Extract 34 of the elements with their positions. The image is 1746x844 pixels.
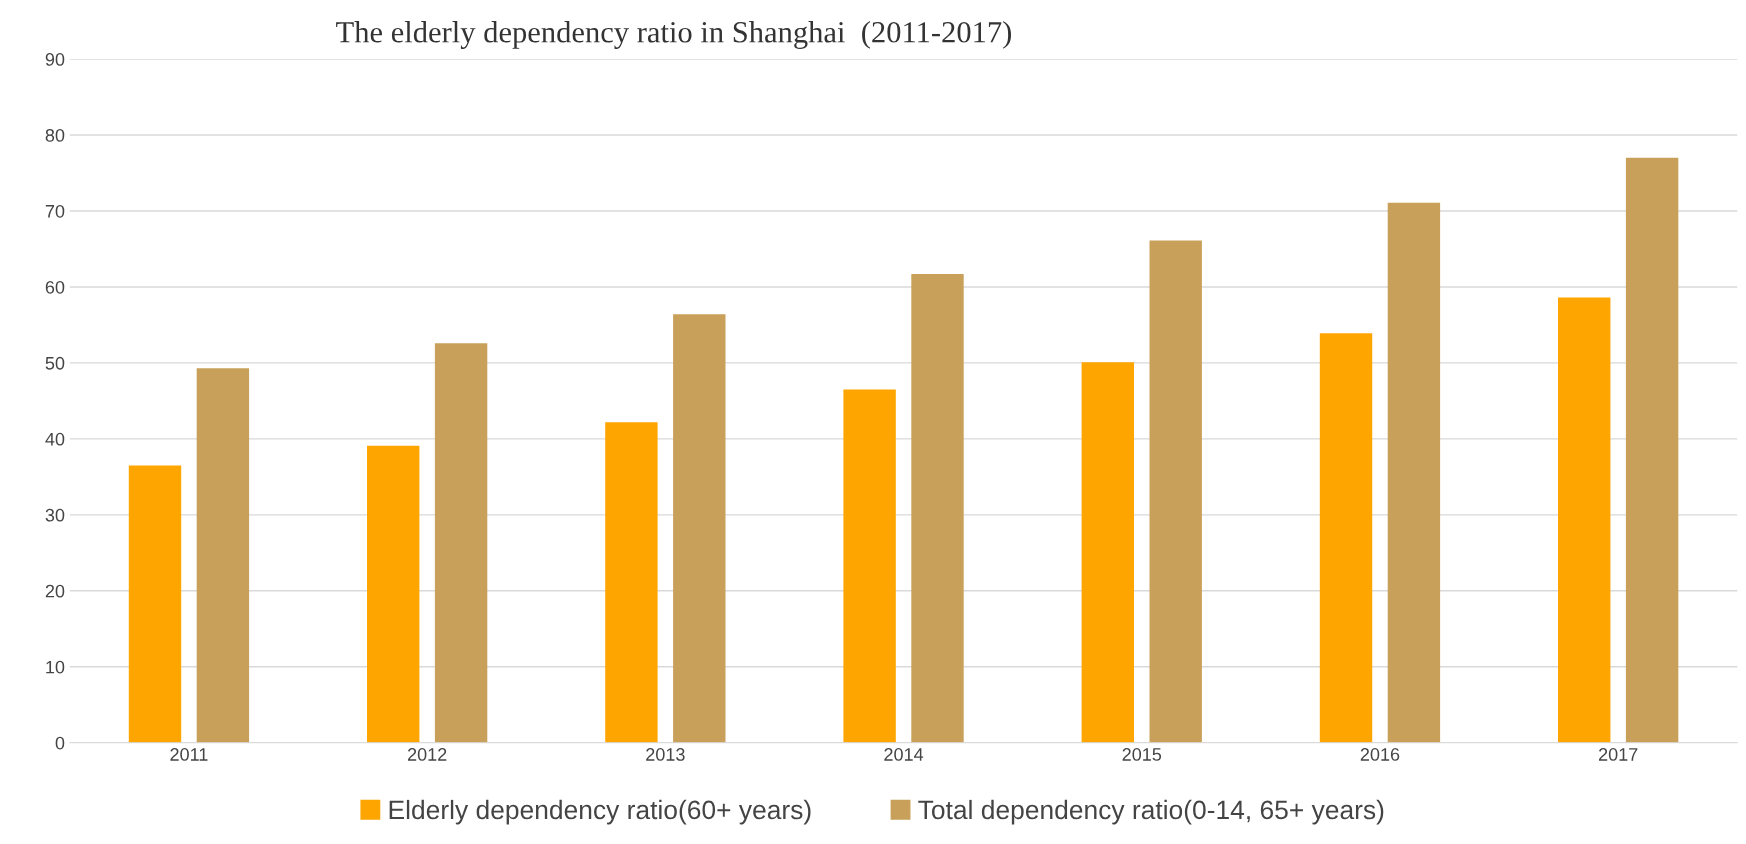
bar [1558,297,1611,743]
bar [1387,202,1441,743]
bar [843,389,896,743]
bar [673,314,726,743]
x-tick-label: 2011 [170,748,208,761]
bar [1625,157,1679,743]
y-tick-label: 60 [45,280,65,294]
x-tick-label: 2015 [1122,748,1162,761]
bar [911,274,964,743]
x-tick-label: 2013 [646,748,685,761]
y-tick-label: 50 [45,356,65,370]
bar [128,465,182,743]
bar [605,422,658,743]
bar [1081,362,1135,743]
y-tick-label: 30 [45,508,65,522]
x-tick-label: 2012 [407,748,447,761]
y-tick-label: 40 [45,432,65,446]
legend-label: Elderly dependency ratio(60+ years) [389,799,811,825]
legend-label: Total dependency ratio(0-14, 65+ years) [918,799,1384,825]
x-tick-label: 2016 [1360,748,1400,761]
bar [367,445,420,743]
y-tick-label: 20 [45,584,65,598]
y-tick-label: 80 [45,128,65,142]
bar [1149,240,1202,743]
y-tick-label: 0 [55,736,65,750]
bar [434,343,488,743]
chart-title: The elderly dependency ratio in Shanghai (2011-2017) [336,21,1012,49]
x-tick-label: 2014 [884,748,924,761]
x-tick-label: 2017 [1599,748,1638,761]
bar [1319,333,1373,743]
y-tick-label: 90 [45,53,65,66]
bar [196,368,250,743]
y-tick-label: 10 [46,660,65,674]
y-tick-label: 70 [45,204,65,218]
